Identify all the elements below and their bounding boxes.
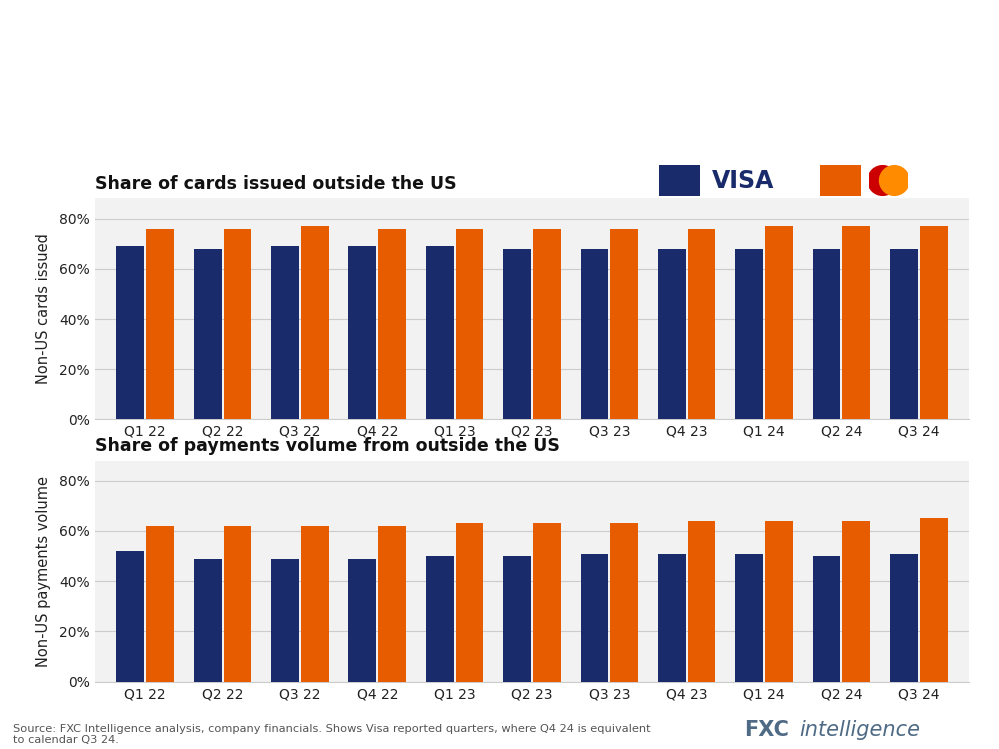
Bar xyxy=(349,246,377,419)
Bar xyxy=(456,228,484,419)
Bar xyxy=(920,518,948,682)
Text: Source: FXC Intelligence analysis, company financials. Shows Visa reported quart: Source: FXC Intelligence analysis, compa… xyxy=(13,724,650,745)
Bar xyxy=(658,554,685,682)
Bar xyxy=(271,246,299,419)
Bar xyxy=(224,526,252,682)
Bar xyxy=(349,559,377,682)
Bar xyxy=(812,249,840,419)
Text: Share of cards issued outside the US: Share of cards issued outside the US xyxy=(95,175,457,192)
Bar xyxy=(456,524,484,682)
Bar xyxy=(194,249,222,419)
Text: Share of cards issued and payments volume from non-US geographies: Share of cards issued and payments volum… xyxy=(13,76,599,94)
Bar xyxy=(146,526,174,682)
Y-axis label: Non-US payments volume: Non-US payments volume xyxy=(36,476,51,667)
Bar xyxy=(580,554,608,682)
Bar xyxy=(890,554,918,682)
Bar xyxy=(379,228,406,419)
Text: FXC: FXC xyxy=(744,720,789,740)
Text: intelligence: intelligence xyxy=(799,720,920,740)
Bar xyxy=(580,249,608,419)
Bar xyxy=(224,228,252,419)
Bar xyxy=(146,228,174,419)
Bar xyxy=(301,226,329,419)
Bar xyxy=(890,249,918,419)
Bar xyxy=(920,226,948,419)
Bar xyxy=(659,166,699,195)
Circle shape xyxy=(879,166,909,195)
Text: Mastercard leads Visa on non-US card, payments volume share: Mastercard leads Visa on non-US card, pa… xyxy=(13,31,906,55)
Bar xyxy=(842,521,870,682)
Bar xyxy=(503,556,531,682)
Bar xyxy=(532,524,560,682)
Bar xyxy=(842,226,870,419)
Bar xyxy=(532,228,560,419)
Bar xyxy=(658,249,685,419)
Bar xyxy=(735,554,763,682)
Bar xyxy=(301,526,329,682)
Bar xyxy=(426,556,454,682)
Bar xyxy=(687,228,715,419)
Text: Share of payments volume from outside the US: Share of payments volume from outside th… xyxy=(95,437,559,455)
Bar xyxy=(116,551,144,682)
Bar xyxy=(610,524,638,682)
Bar xyxy=(687,521,715,682)
Bar xyxy=(765,521,793,682)
Bar xyxy=(503,249,531,419)
Bar xyxy=(194,559,222,682)
Y-axis label: Non-US cards issued: Non-US cards issued xyxy=(36,234,51,384)
Bar xyxy=(379,526,406,682)
Bar xyxy=(812,556,840,682)
Bar xyxy=(765,226,793,419)
Bar xyxy=(426,246,454,419)
Bar xyxy=(610,228,638,419)
Bar xyxy=(116,246,144,419)
Circle shape xyxy=(868,166,897,195)
Bar xyxy=(735,249,763,419)
Bar xyxy=(820,166,860,195)
Text: VISA: VISA xyxy=(712,169,774,192)
Bar xyxy=(271,559,299,682)
